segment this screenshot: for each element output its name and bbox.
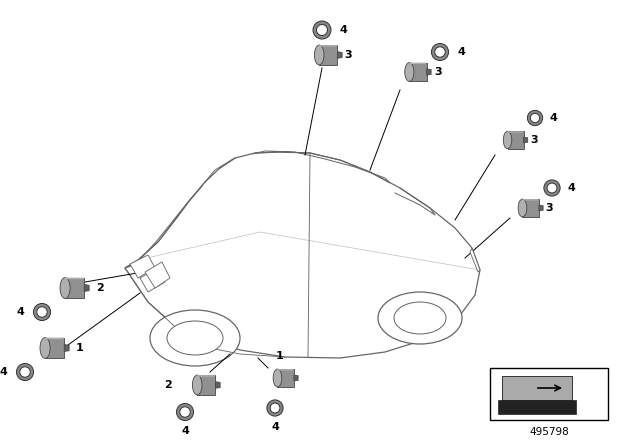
Ellipse shape [404,63,414,82]
Polygon shape [45,338,64,339]
Text: 4: 4 [271,422,279,432]
Circle shape [435,47,445,57]
Circle shape [177,404,193,421]
Polygon shape [522,199,539,200]
Text: 495798: 495798 [529,427,569,437]
Ellipse shape [503,131,512,149]
Polygon shape [64,345,69,352]
Polygon shape [498,400,576,414]
Circle shape [317,25,328,35]
Polygon shape [522,199,539,217]
Ellipse shape [394,302,446,334]
Polygon shape [508,131,524,133]
Polygon shape [470,248,480,272]
Polygon shape [410,63,427,64]
Text: 3: 3 [344,50,351,60]
Text: 3: 3 [545,203,552,213]
Text: 4: 4 [550,113,558,123]
Circle shape [547,183,557,193]
Ellipse shape [40,338,50,358]
Text: 4: 4 [340,25,348,35]
Circle shape [270,403,280,413]
Polygon shape [197,375,216,395]
Ellipse shape [60,278,70,298]
Polygon shape [197,375,216,377]
Circle shape [431,43,449,60]
Text: 4: 4 [0,367,7,377]
Polygon shape [125,152,480,358]
Polygon shape [140,268,165,292]
Ellipse shape [150,310,240,366]
Circle shape [36,307,47,317]
Circle shape [33,303,51,321]
Polygon shape [539,205,543,211]
Text: 4: 4 [16,307,24,317]
Polygon shape [508,131,524,149]
Text: 2: 2 [164,380,172,390]
Polygon shape [524,137,528,143]
Circle shape [17,363,33,380]
Bar [490,368,608,420]
Text: 1: 1 [276,351,284,361]
Polygon shape [319,45,337,47]
Ellipse shape [193,375,202,395]
Circle shape [180,407,190,417]
Text: 2: 2 [96,283,104,293]
Text: 4: 4 [458,47,466,57]
Ellipse shape [518,199,527,217]
Polygon shape [130,255,155,278]
Text: 3: 3 [434,67,442,77]
Polygon shape [145,262,170,288]
Text: 4: 4 [181,426,189,436]
Polygon shape [427,69,431,75]
Circle shape [527,110,543,125]
Polygon shape [294,375,298,381]
Circle shape [313,21,331,39]
Text: 3: 3 [530,135,538,145]
Circle shape [267,400,283,416]
Text: 4: 4 [567,183,575,193]
Circle shape [20,367,30,377]
Polygon shape [319,45,337,65]
Ellipse shape [378,292,462,344]
Polygon shape [502,376,572,400]
Polygon shape [278,369,294,387]
Ellipse shape [167,321,223,355]
Polygon shape [84,284,89,292]
Polygon shape [278,369,294,370]
Polygon shape [337,52,342,58]
Polygon shape [65,278,84,279]
Circle shape [544,180,560,196]
Polygon shape [65,278,84,298]
Ellipse shape [273,369,282,387]
Circle shape [531,113,540,123]
Polygon shape [216,382,220,388]
Polygon shape [410,63,427,82]
Ellipse shape [314,45,324,65]
Polygon shape [45,338,64,358]
Text: 1: 1 [76,343,84,353]
